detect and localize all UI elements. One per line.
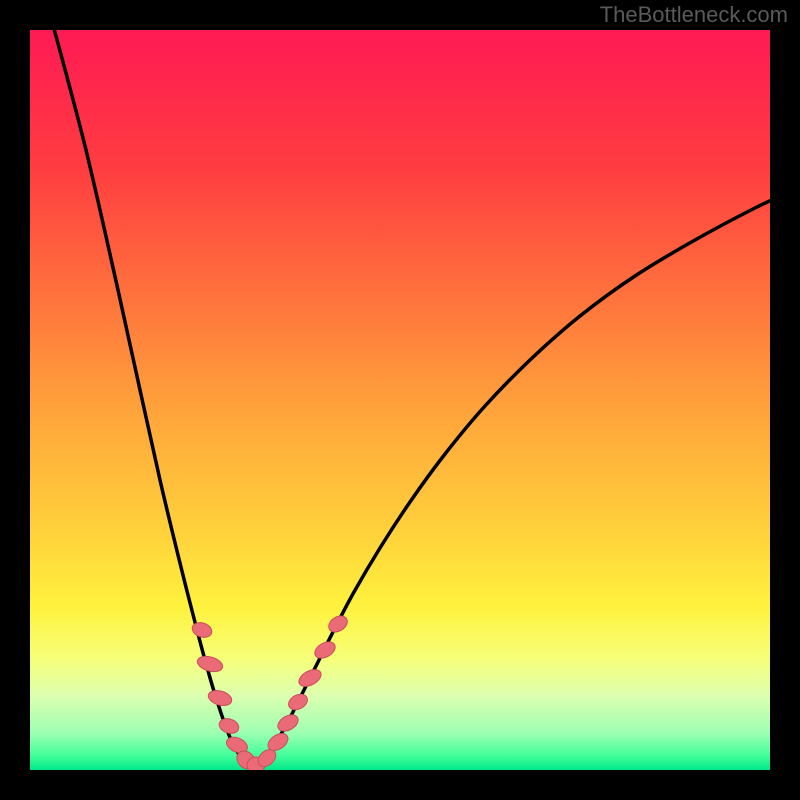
watermark-text: TheBottleneck.com (600, 2, 788, 28)
plot-svg (30, 30, 770, 770)
outer-frame: TheBottleneck.com (0, 0, 800, 800)
plot-area (30, 30, 770, 770)
